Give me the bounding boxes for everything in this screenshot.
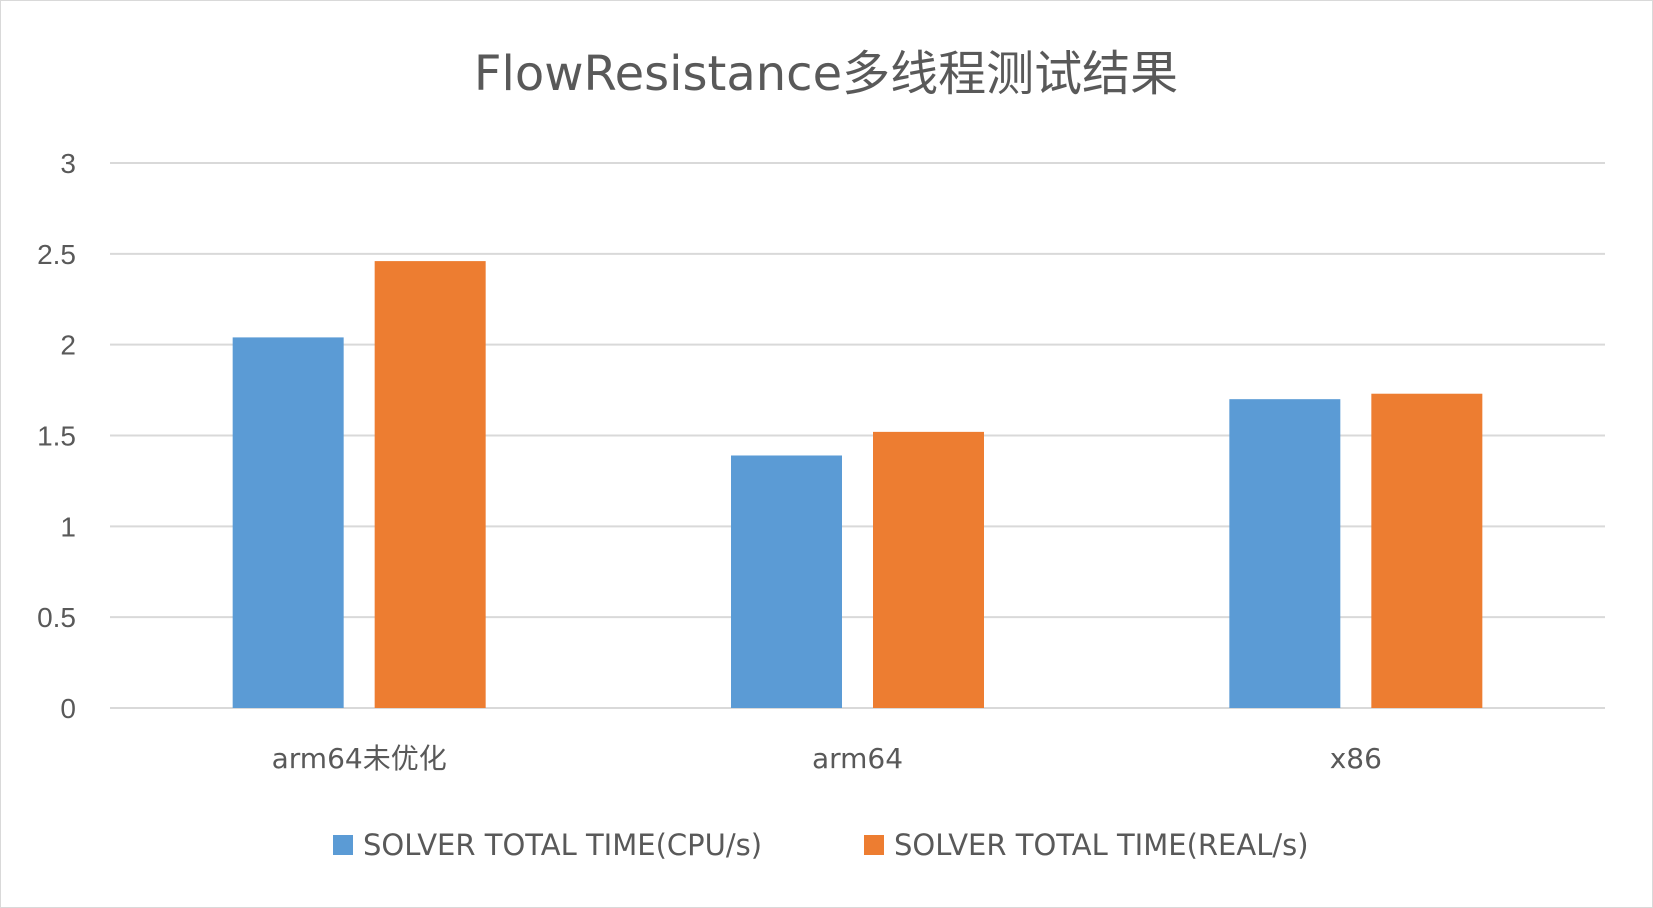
bar-real-0 (374, 261, 486, 708)
y-axis-ticks: 0 0.5 1 1.5 2 2.5 3 (37, 148, 76, 724)
legend-label-cpu: SOLVER TOTAL TIME(CPU/s) (363, 828, 762, 862)
y-tick-label: 1 (60, 511, 76, 542)
legend-swatch-real (864, 835, 884, 855)
x-category-label: arm64 (812, 742, 903, 775)
bar-real-2 (1371, 393, 1483, 708)
legend: SOLVER TOTAL TIME(CPU/s) SOLVER TOTAL TIM… (333, 828, 1309, 862)
x-category-label: x86 (1330, 742, 1382, 775)
legend-label-real: SOLVER TOTAL TIME(REAL/s) (894, 828, 1309, 862)
bar-cpu-1 (731, 455, 842, 708)
x-category-label: arm64未优化 (272, 742, 447, 775)
legend-swatch-cpu (333, 835, 353, 855)
y-tick-label: 2.5 (37, 239, 76, 270)
bar-cpu-0 (232, 337, 344, 708)
chart-title: FlowResistance多线程测试结果 (474, 46, 1178, 102)
y-tick-label: 1.5 (37, 421, 76, 452)
y-tick-label: 2 (60, 330, 76, 361)
bar-real-1 (873, 431, 984, 708)
x-axis-categories: arm64未优化 arm64 x86 (272, 742, 1382, 775)
y-tick-label: 0.5 (37, 602, 76, 633)
grid-lines (110, 162, 1605, 709)
y-tick-label: 0 (60, 693, 76, 724)
bars (232, 261, 1483, 708)
bar-cpu-2 (1229, 399, 1341, 708)
y-tick-label: 3 (60, 148, 76, 179)
